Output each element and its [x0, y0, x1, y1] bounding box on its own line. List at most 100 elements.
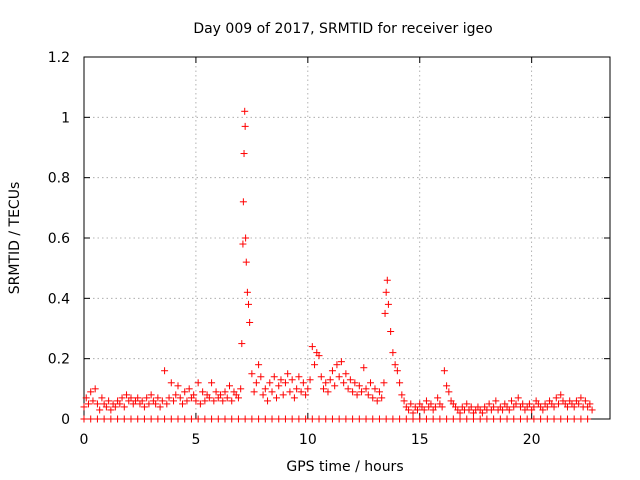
data-point: [306, 376, 314, 384]
data-point: [490, 403, 498, 411]
baseline-point: [302, 415, 310, 423]
data-point: [369, 394, 377, 402]
data-point: [154, 394, 162, 402]
data-point: [241, 122, 249, 130]
baseline-point: [275, 415, 283, 423]
baseline-point: [375, 415, 383, 423]
baseline-point: [288, 415, 296, 423]
data-point: [353, 391, 361, 399]
baseline-point: [187, 415, 195, 423]
data-point: [264, 397, 272, 405]
data-point: [478, 409, 486, 417]
data-point: [84, 400, 92, 408]
data-point: [201, 397, 209, 405]
data-point: [241, 107, 249, 115]
baseline-point: [503, 415, 511, 423]
data-point: [577, 394, 585, 402]
data-point: [120, 403, 128, 411]
data-point: [434, 394, 442, 402]
y-tick-label: 0.4: [48, 291, 70, 307]
data-point: [344, 385, 352, 393]
data-point: [134, 394, 142, 402]
data-point: [555, 400, 563, 408]
data-point: [581, 397, 589, 405]
data-point: [288, 376, 296, 384]
baseline-point: [208, 415, 216, 423]
baseline-point: [248, 415, 256, 423]
baseline-point: [483, 415, 491, 423]
data-point: [140, 403, 148, 411]
data-point: [156, 403, 164, 411]
data-point: [234, 394, 242, 402]
baseline-point: [530, 415, 538, 423]
data-point: [324, 388, 332, 396]
data-point: [165, 394, 173, 402]
baseline-point: [228, 415, 236, 423]
data-point: [205, 394, 213, 402]
data-point: [304, 385, 312, 393]
baseline-point: [201, 415, 209, 423]
y-tick-label: 0.8: [48, 171, 70, 187]
baseline-point: [342, 415, 350, 423]
data-point: [138, 397, 146, 405]
baseline-point: [362, 415, 370, 423]
data-point: [530, 403, 538, 411]
data-point: [331, 382, 339, 390]
data-point: [147, 391, 155, 399]
data-point: [152, 400, 160, 408]
data-point: [239, 240, 247, 248]
baseline-point: [140, 415, 148, 423]
data-point: [240, 150, 248, 158]
data-point: [257, 373, 265, 381]
x-tick-label: 0: [80, 432, 89, 448]
data-point: [270, 373, 278, 381]
data-point: [396, 379, 404, 387]
baseline-point: [496, 415, 504, 423]
baseline-point: [476, 415, 484, 423]
baseline-point: [456, 415, 464, 423]
data-point: [297, 388, 305, 396]
baseline-point: [436, 415, 444, 423]
data-point: [414, 406, 422, 414]
baseline-point: [416, 415, 424, 423]
data-point: [588, 406, 596, 414]
data-point: [367, 379, 375, 387]
data-point: [91, 385, 99, 393]
data-point: [127, 394, 135, 402]
baseline-point: [355, 415, 363, 423]
data-point: [293, 385, 301, 393]
baseline-point: [295, 415, 303, 423]
data-point: [163, 400, 171, 408]
data-point: [373, 397, 381, 405]
baseline-point: [281, 415, 289, 423]
series-marks: [80, 107, 596, 423]
baseline-point: [80, 415, 88, 423]
baseline-point: [463, 415, 471, 423]
data-point: [242, 258, 250, 266]
baseline-point: [261, 415, 269, 423]
data-point: [279, 391, 287, 399]
data-point: [308, 343, 316, 351]
baseline-point: [241, 415, 249, 423]
data-point: [255, 361, 263, 369]
data-point: [248, 370, 256, 378]
data-point: [335, 373, 343, 381]
baseline-point: [550, 415, 558, 423]
baseline-point: [563, 415, 571, 423]
data-point: [225, 382, 233, 390]
baseline-point: [322, 415, 330, 423]
data-point: [393, 367, 401, 375]
data-point: [299, 379, 307, 387]
data-point: [295, 373, 303, 381]
baseline-point: [449, 415, 457, 423]
data-point: [514, 394, 522, 402]
baseline-point: [308, 415, 316, 423]
x-axis-label: GPS time / hours: [286, 459, 403, 475]
x-tick-label: 15: [411, 432, 429, 448]
data-point: [268, 388, 276, 396]
data-point: [102, 403, 110, 411]
baseline-point: [382, 415, 390, 423]
data-point: [539, 406, 547, 414]
baseline-point: [328, 415, 336, 423]
data-point: [328, 367, 336, 375]
